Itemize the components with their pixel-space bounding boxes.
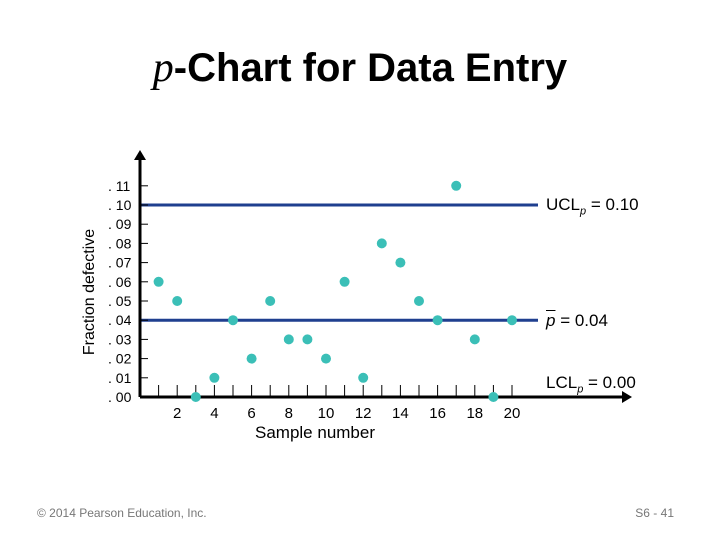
y-tick-label: . 01 — [108, 370, 132, 386]
data-point — [469, 334, 480, 345]
x-tick-label: 14 — [392, 405, 409, 422]
y-tick-label: . 03 — [108, 331, 132, 347]
data-point — [302, 334, 313, 345]
data-point — [432, 315, 443, 326]
data-point — [172, 296, 183, 306]
data-point — [246, 353, 257, 364]
y-tick-label: . 11 — [108, 178, 131, 194]
x-tick-label: 20 — [504, 405, 521, 422]
x-tick-label: 6 — [247, 405, 255, 422]
x-axis-arrow — [622, 391, 632, 403]
data-point — [209, 372, 220, 383]
chart-title: p-Chart for Data Entry — [0, 44, 720, 92]
y-tick-label: . 10 — [108, 197, 132, 213]
data-point — [228, 315, 238, 326]
y-tick-label: . 02 — [108, 351, 132, 367]
title-rest: -Chart for Data Entry — [173, 46, 568, 90]
x-tick-label: 2 — [173, 405, 181, 422]
y-tick-label: . 07 — [108, 255, 132, 271]
data-point — [451, 180, 462, 191]
ucl-label: UCLp = 0.10 — [546, 195, 639, 218]
data-point — [265, 296, 276, 306]
center-line-label: p = 0.04 — [546, 311, 608, 330]
x-tick-label: 16 — [429, 405, 446, 422]
y-tick-label: . 06 — [108, 274, 132, 290]
lcl-label: LCLp = 0.00 — [546, 373, 636, 396]
x-tick-label: 4 — [210, 405, 218, 422]
data-point — [395, 257, 406, 268]
title-italic-p: p — [152, 45, 174, 91]
y-tick-label: . 09 — [108, 216, 132, 232]
data-point — [488, 392, 499, 402]
y-tick-label: . 05 — [108, 293, 132, 309]
y-tick-label: . 04 — [108, 312, 132, 328]
y-tick-label: . 08 — [108, 235, 132, 251]
x-axis-label: Sample number — [255, 423, 376, 442]
x-tick-label: 18 — [466, 405, 483, 422]
data-point — [153, 276, 164, 287]
data-point — [283, 334, 294, 345]
data-point — [339, 276, 350, 287]
data-point — [507, 315, 517, 326]
x-tick-label: 12 — [355, 405, 372, 422]
y-tick-label: . 00 — [108, 389, 132, 405]
slide-number: S6 - 41 — [635, 506, 674, 520]
data-point — [414, 296, 424, 306]
data-point — [321, 353, 331, 364]
data-point — [358, 372, 369, 383]
x-tick-label: 8 — [285, 405, 293, 422]
data-point — [190, 392, 201, 402]
y-axis-arrow — [134, 150, 146, 160]
x-tick-label: 10 — [318, 405, 335, 422]
data-point — [376, 238, 387, 249]
copyright-text: © 2014 Pearson Education, Inc. — [37, 506, 207, 520]
